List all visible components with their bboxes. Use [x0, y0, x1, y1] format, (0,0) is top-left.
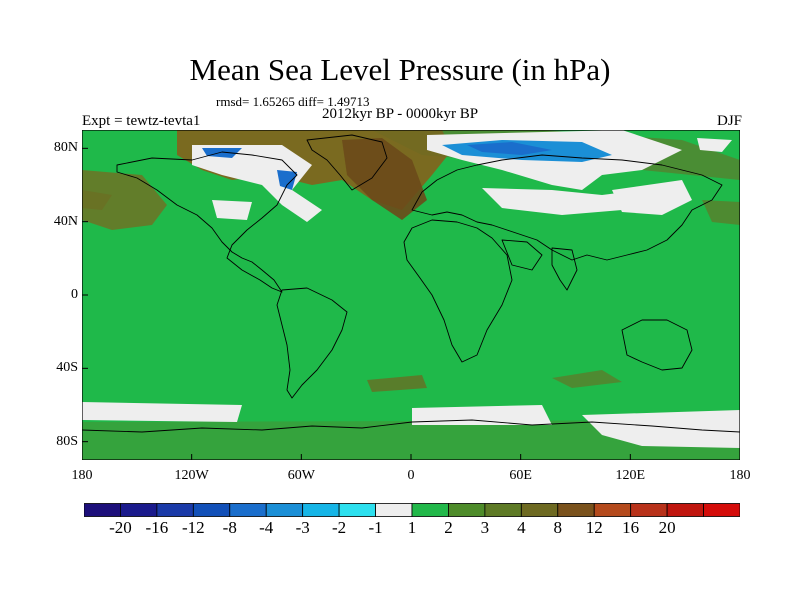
colorbar-swatch: [375, 503, 413, 517]
colorbar-swatch: [703, 503, 740, 517]
colorbar-swatch: [411, 503, 449, 517]
anomaly-region: [367, 375, 427, 392]
x-tick-label: 60W: [287, 468, 315, 483]
x-tick-label: 0: [407, 468, 415, 483]
anomaly-region: [82, 190, 112, 210]
colorbar-label: 2: [444, 518, 453, 537]
colorbar-swatch: [338, 503, 376, 517]
anomaly-region: [82, 420, 740, 460]
plot-subtitle: 2012kyr BP - 0000kyr BP: [321, 106, 479, 122]
y-tick-label: 80S: [56, 433, 78, 449]
y-tick-label: 0: [71, 287, 78, 302]
anomaly-region: [82, 170, 167, 230]
x-tick-label: 180: [71, 468, 93, 483]
x-tick-label: 120E: [615, 468, 646, 483]
colorbar: [84, 503, 740, 517]
colorbar-label: 1: [407, 518, 417, 537]
coastline: [276, 287, 348, 399]
x-tick-label: 180: [729, 468, 751, 483]
colorbar-label: 3: [480, 518, 490, 537]
colorbar-label: 4: [517, 518, 526, 537]
colorbar-label: 8: [553, 518, 563, 537]
colorbar-label: 16: [622, 518, 640, 537]
coastline: [82, 419, 740, 433]
coastline: [411, 154, 723, 261]
colorbar-swatch: [448, 503, 486, 517]
map-canvas: [82, 130, 740, 460]
map-panel: [82, 130, 740, 460]
colorbar-label: -1: [368, 518, 383, 537]
anomaly-region: [582, 410, 740, 448]
colorbar-label: -8: [222, 518, 237, 537]
plot-title: Mean Sea Level Pressure (in hPa): [189, 52, 611, 87]
coastline: [116, 151, 298, 293]
coastline: [501, 239, 543, 271]
y-tick-label: 80N: [53, 140, 78, 156]
anomaly-fields: [82, 130, 740, 460]
colorbar-swatch: [557, 503, 595, 517]
colorbar-label: 20: [658, 518, 676, 537]
stats-line: rmsd= 1.65265 diff= 1.49713: [216, 94, 370, 109]
colorbar-swatch: [630, 503, 668, 517]
x-tick-label: 60E: [509, 468, 532, 483]
colorbar-label: -3: [295, 518, 310, 537]
colorbar-swatch: [156, 503, 194, 517]
colorbar-swatch: [192, 503, 231, 517]
anomaly-region: [697, 138, 732, 152]
colorbar-swatch: [593, 503, 632, 517]
colorbar-label: -4: [259, 518, 274, 537]
tick-marks: [82, 147, 740, 460]
anomaly-region: [192, 145, 322, 222]
anomaly-region: [612, 180, 692, 215]
anomaly-region: [702, 200, 740, 225]
colorbar-swatch: [84, 503, 121, 517]
anomaly-region: [482, 188, 642, 215]
colorbar-swatch: [120, 503, 158, 517]
anomaly-region: [467, 142, 552, 155]
coastline: [551, 247, 578, 291]
colorbar-swatch: [265, 503, 304, 517]
anomaly-region: [212, 200, 252, 220]
colorbar-swatch: [520, 503, 559, 517]
colorbar-swatch: [229, 503, 267, 517]
colorbar-label: -16: [145, 518, 169, 537]
colorbar-label: -2: [332, 518, 347, 537]
anomaly-region: [82, 402, 242, 422]
y-tick-label: 40N: [53, 213, 78, 229]
anomaly-region: [412, 405, 552, 425]
coastline: [306, 134, 388, 191]
colorbar-label: 12: [585, 518, 603, 537]
season-label: DJF: [716, 113, 742, 129]
colorbar-swatch: [484, 503, 522, 517]
coastline: [621, 319, 693, 371]
anomaly-region: [552, 370, 622, 388]
y-tick-label: 40S: [56, 360, 78, 376]
coastlines: [82, 134, 740, 433]
colorbar-swatch: [302, 503, 340, 517]
colorbar-swatch: [666, 503, 704, 517]
colorbar-label: -12: [181, 518, 205, 537]
anomaly-region: [277, 170, 297, 190]
anomaly-region: [202, 148, 242, 158]
coastline: [403, 219, 513, 363]
anomaly-region: [342, 138, 427, 220]
colorbar-label: -20: [109, 518, 132, 537]
experiment-label: Expt = tewtz-tevta1: [82, 113, 201, 129]
x-tick-label: 120W: [174, 468, 209, 483]
